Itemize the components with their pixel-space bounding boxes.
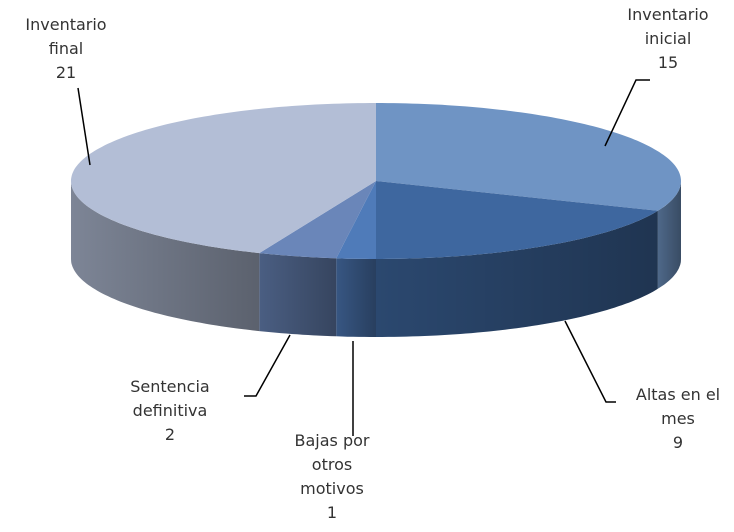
- category-label: Sentencia definitiva: [130, 377, 209, 420]
- value-label: 1: [327, 503, 337, 522]
- value-label: 21: [56, 63, 76, 82]
- category-label: Bajas por otros motivos: [295, 431, 370, 498]
- labels: Inventario inicial 15 Altas en el mes 9 Bajas …: [25, 5, 720, 522]
- value-label: 9: [673, 433, 683, 452]
- pie-tops: [71, 103, 681, 259]
- category-label: Altas en el mes: [636, 385, 720, 428]
- slice: [376, 181, 658, 259]
- slice-side-shade: [336, 258, 376, 337]
- slice: [376, 103, 681, 211]
- slice: [71, 103, 376, 254]
- leader-line: [604, 79, 650, 147]
- slice-side-shade: [657, 181, 681, 289]
- slice: [336, 181, 376, 259]
- slice-side-shade: [376, 210, 658, 337]
- pie-sides: [71, 181, 681, 337]
- leader-line: [77, 87, 91, 166]
- category-label: Inventario final: [25, 15, 106, 58]
- slice-side-shade: [259, 253, 337, 337]
- value-label: 15: [658, 53, 678, 72]
- slice-side-shade: [71, 181, 260, 332]
- leader-line: [244, 334, 291, 397]
- slice: [259, 181, 376, 259]
- leader-line: [564, 320, 616, 403]
- category-label: Inventario inicial: [627, 5, 708, 48]
- value-label: 2: [165, 425, 175, 444]
